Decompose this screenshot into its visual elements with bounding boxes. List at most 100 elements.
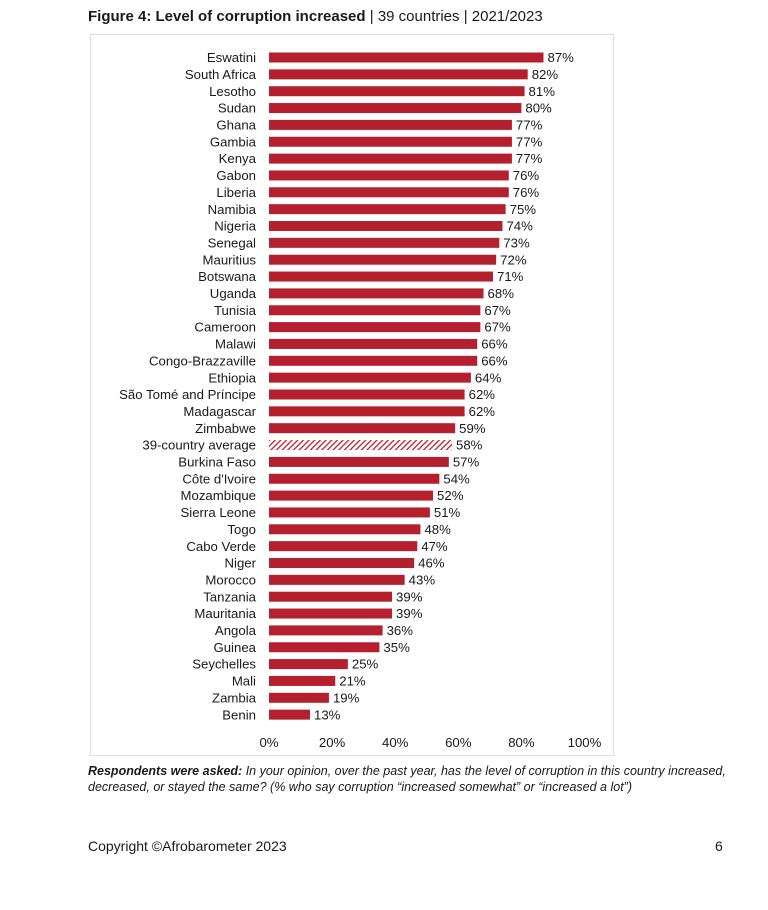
bar [269, 406, 465, 417]
bar [269, 52, 544, 63]
bar [269, 271, 493, 282]
value-label: 66% [481, 337, 508, 352]
bar [269, 423, 456, 434]
bar [269, 69, 528, 80]
value-label: 36% [387, 623, 414, 638]
x-tick-label: 100% [568, 735, 602, 750]
value-label: 48% [424, 522, 451, 537]
bar [269, 119, 512, 130]
x-tick-label: 80% [508, 735, 535, 750]
bar [269, 322, 481, 333]
category-label: Eswatini [207, 50, 256, 65]
bar [269, 625, 383, 636]
bar [269, 642, 380, 653]
category-label: São Tomé and Príncipe [119, 387, 256, 402]
category-label: Zimbabwe [195, 421, 256, 436]
bar [269, 692, 329, 703]
bar [269, 659, 348, 670]
bar [269, 507, 430, 518]
category-label: Namibia [208, 202, 257, 217]
category-label: Liberia [216, 185, 256, 200]
bar [269, 558, 415, 568]
value-label: 13% [314, 707, 341, 722]
value-label: 66% [481, 353, 508, 368]
category-label: Nigeria [214, 219, 256, 234]
bar [269, 574, 405, 585]
bar [269, 490, 434, 501]
figure-title-main: Figure 4: Level of corruption increased [88, 8, 366, 25]
bar [269, 204, 506, 215]
value-label: 43% [409, 572, 436, 587]
bar [269, 524, 421, 535]
category-label: Zambia [212, 690, 257, 705]
value-label: 71% [497, 269, 524, 284]
title-separator-1: | [369, 8, 374, 25]
category-label: Cameroon [194, 320, 256, 335]
value-label: 19% [333, 690, 360, 705]
category-label: Mozambique [181, 488, 257, 503]
value-label: 46% [418, 556, 445, 571]
bar [269, 86, 525, 97]
bar [269, 355, 478, 366]
bars-layer [269, 52, 544, 720]
value-label: 81% [529, 84, 556, 99]
page-number: 6 [715, 838, 723, 854]
bar [269, 187, 509, 198]
bar [269, 103, 522, 114]
category-label: Tunisia [214, 303, 257, 318]
bar [269, 288, 484, 299]
value-label: 73% [503, 235, 530, 250]
value-label: 51% [434, 505, 461, 520]
category-label: Niger [224, 556, 256, 571]
value-label: 67% [484, 320, 511, 335]
bar [269, 372, 471, 383]
value-label: 58% [456, 438, 483, 453]
value-label: 80% [525, 101, 552, 116]
category-label: Gambia [210, 134, 257, 149]
value-label: 62% [469, 387, 496, 402]
category-label: Cabo Verde [186, 539, 256, 554]
x-tick-label: 0% [259, 735, 278, 750]
x-tick-label: 20% [319, 735, 346, 750]
value-label: 82% [532, 67, 559, 82]
category-label: Lesotho [209, 84, 256, 99]
figure-title: Figure 4: Level of corruption increased … [88, 8, 543, 25]
bar [269, 170, 509, 181]
bar [269, 254, 497, 265]
category-label: Burkina Faso [178, 455, 256, 470]
category-label: Mali [232, 674, 256, 689]
x-tick-label: 60% [445, 735, 472, 750]
category-label: Botswana [198, 269, 257, 284]
copyright-text: Copyright ©Afrobarometer 2023 [88, 838, 287, 854]
footnote-lead: Respondents were asked: [88, 764, 243, 778]
bar [269, 305, 481, 316]
category-label: Uganda [210, 286, 257, 301]
bar [269, 153, 512, 164]
value-label: 87% [547, 50, 574, 65]
value-label: 39% [396, 606, 423, 621]
value-label: 54% [443, 471, 470, 486]
category-label: Angola [215, 623, 257, 638]
bar [269, 456, 449, 467]
category-label: Sierra Leone [180, 505, 256, 520]
bar [269, 541, 418, 552]
value-label: 76% [513, 168, 540, 183]
category-label: Sudan [218, 101, 256, 116]
category-label: Togo [227, 522, 256, 537]
category-label: Gabon [216, 168, 256, 183]
value-label: 77% [516, 151, 543, 166]
category-label: Kenya [219, 151, 257, 166]
bar-chart: Eswatini South Africa Lesotho Sudan GhanaGam… [119, 50, 601, 750]
category-label: 39-country average [142, 438, 256, 453]
value-label: 35% [383, 640, 410, 655]
value-label: 75% [510, 202, 537, 217]
value-label: 72% [500, 252, 527, 267]
chart-frame: Eswatini South Africa Lesotho Sudan Ghana Gam… [90, 34, 614, 756]
bar [269, 237, 500, 248]
category-label: Mauritania [194, 606, 256, 621]
x-axis-ticks-layer: 0% 20% 40% 60% 80% 100% [259, 735, 601, 750]
category-label: Côte d'Ivoire [182, 471, 256, 486]
value-label: 39% [396, 589, 423, 604]
value-label: 67% [484, 303, 511, 318]
bar [269, 608, 393, 619]
